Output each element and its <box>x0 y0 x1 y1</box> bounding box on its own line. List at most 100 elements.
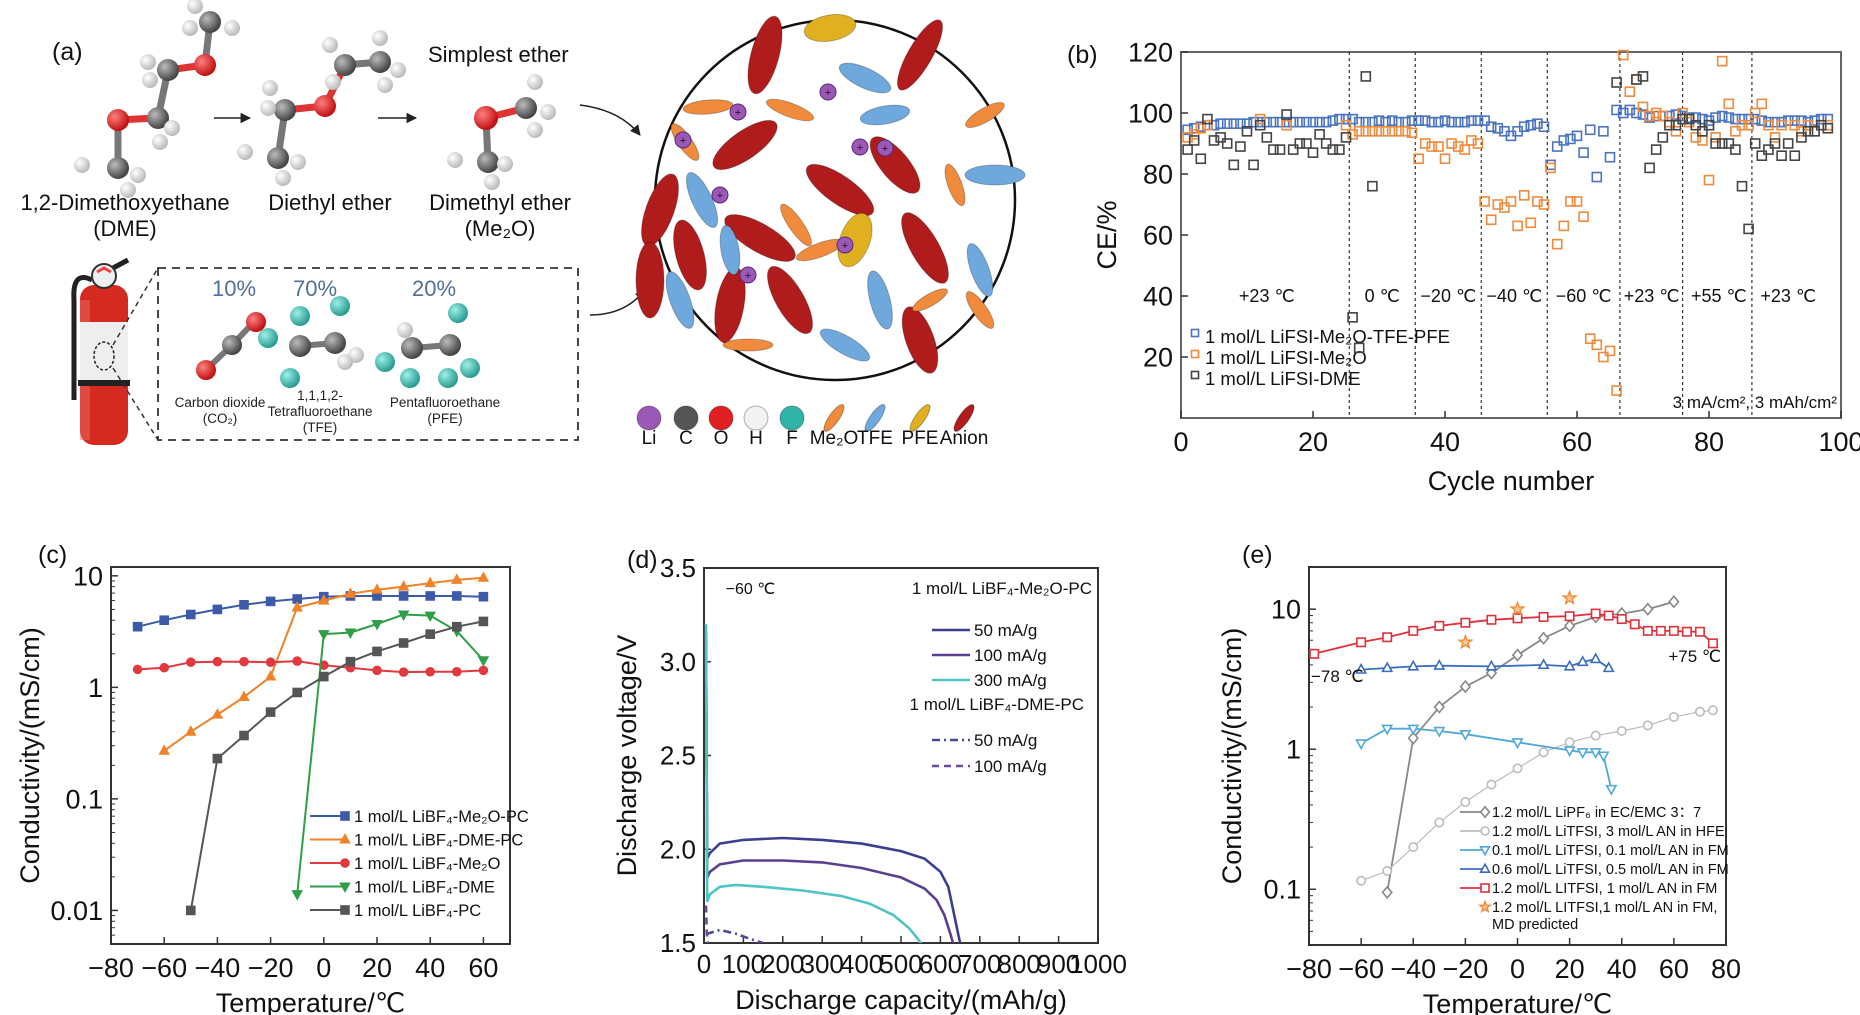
molecule-name: Diethyl ether <box>268 190 392 215</box>
data-point <box>424 611 436 623</box>
data-point <box>1604 151 1616 163</box>
y-tick-label: 10 <box>1271 595 1301 625</box>
legend-h-icon <box>743 405 769 431</box>
x-tick-label: −40 <box>194 953 240 983</box>
li-ion-icon <box>674 131 692 149</box>
x-tick-label: 80 <box>1711 954 1741 984</box>
data-point <box>1631 74 1642 85</box>
panel-label: (e) <box>1242 541 1273 569</box>
li-ion-icon <box>836 236 854 254</box>
y-tick-label: 2.0 <box>660 834 696 864</box>
legend-label: 1 mol/L LiFSI-Me₂O-TFE-PFE <box>1205 326 1450 347</box>
legend-label: Anion <box>940 428 989 449</box>
li-ion-icon <box>819 83 837 101</box>
x-tick-label: 0 <box>697 949 711 979</box>
pfe-molecule-icon <box>803 13 857 43</box>
data-point <box>238 690 250 701</box>
legend-o-icon <box>708 405 734 431</box>
series-line <box>706 928 764 943</box>
data-point <box>1571 196 1583 207</box>
data-point <box>1215 132 1226 143</box>
x-tick-label: 20 <box>1298 427 1328 457</box>
y-tick-label: 3.5 <box>660 553 696 583</box>
data-point <box>1433 141 1444 152</box>
data-point <box>1301 138 1312 149</box>
molecule-name: 1,2-Dimethoxyethane <box>20 190 230 215</box>
data-point <box>1459 679 1472 694</box>
data-point <box>1307 116 1319 128</box>
data-point <box>1195 153 1207 165</box>
data-point <box>212 604 223 615</box>
data-point <box>1545 162 1556 174</box>
chart-c: −80 −60 −40 −20 0 20 40 60 0.01 0.1 1 10 Temperature… <box>15 541 529 1015</box>
data-point <box>265 707 276 717</box>
data-point <box>478 665 489 676</box>
panel-label: (b) <box>1067 41 1098 69</box>
pfe-name: Pentafluoroethane (PFE) <box>385 395 505 427</box>
data-point <box>1479 196 1490 207</box>
data-point <box>1433 116 1444 128</box>
molecule-abbr: (DME) <box>93 216 157 241</box>
curved-arrow-icon <box>579 104 641 136</box>
data-point <box>318 671 329 682</box>
legend-label: 0.6 mol/L LiTFSI, 0.5 mol/L AN in FM <box>1492 862 1729 878</box>
series-line <box>1360 727 1613 790</box>
data-point <box>1532 118 1543 129</box>
data-point <box>1822 119 1834 131</box>
data-point <box>1611 104 1622 116</box>
molecules-illustration <box>71 0 646 445</box>
plus-sign: + <box>842 240 848 252</box>
data-point <box>1796 132 1807 143</box>
data-point <box>1809 126 1820 137</box>
legend-f-icon <box>779 405 805 431</box>
data-point <box>264 670 277 681</box>
plus-sign: + <box>882 143 888 155</box>
data-point <box>425 591 436 601</box>
data-point <box>1723 98 1735 110</box>
data-point <box>1749 107 1761 119</box>
plot-frame <box>110 566 511 945</box>
data-point <box>1525 119 1537 131</box>
data-point <box>1697 135 1708 146</box>
dme-name: 1,2-Dimethoxyethane (DME) <box>0 190 250 242</box>
x-tick-label: −20 <box>248 953 294 983</box>
data-point <box>1287 116 1299 128</box>
li-ion-icon <box>851 138 869 156</box>
data-point <box>1241 118 1253 129</box>
legend-c-icon <box>673 405 699 431</box>
panel-a-label: (a) <box>52 38 83 66</box>
data-point <box>1789 150 1801 161</box>
data-point <box>1694 626 1705 637</box>
dimethyl-ether-name: Dimethyl ether (Me₂O) <box>415 190 585 242</box>
data-point <box>1381 885 1393 900</box>
x-axis-label: Temperature/℃ <box>216 988 405 1015</box>
data-point <box>1355 662 1368 674</box>
legend-label: F <box>786 428 798 449</box>
tfe-percent: 70% <box>293 276 338 301</box>
data-point <box>1710 138 1721 149</box>
data-point <box>1571 130 1583 142</box>
legend-label: 0.1 mol/L LiTFSI, 0.1 mol/L AN in FM <box>1492 843 1729 859</box>
data-point <box>1631 74 1642 85</box>
data-point <box>1796 126 1807 137</box>
legend-marker <box>339 882 351 893</box>
data-point <box>1202 113 1213 125</box>
co2-name: Carbon dioxide (CO₂) <box>160 395 280 427</box>
data-point <box>1677 107 1688 119</box>
data-point <box>1558 135 1570 146</box>
data-point <box>1749 138 1761 149</box>
data-point <box>1459 144 1471 155</box>
data-point <box>1558 220 1570 232</box>
data-point <box>1657 110 1669 122</box>
data-point <box>1408 625 1419 636</box>
data-point <box>239 599 249 610</box>
data-point <box>1485 121 1497 133</box>
data-point <box>1485 659 1498 671</box>
data-point <box>1707 638 1718 649</box>
data-point <box>1743 113 1754 125</box>
data-point <box>291 601 303 612</box>
me2o-molecule-icon <box>965 101 1005 129</box>
data-point <box>1763 119 1774 131</box>
anion-molecule-icon <box>712 119 778 171</box>
data-point <box>1485 666 1498 680</box>
